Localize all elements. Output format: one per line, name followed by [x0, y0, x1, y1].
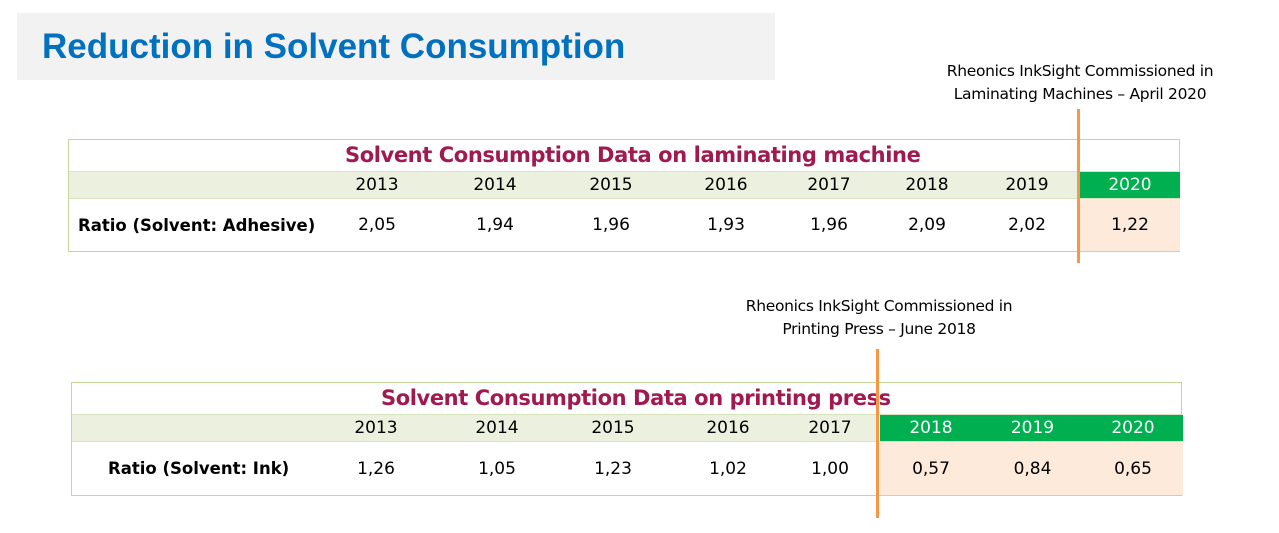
- laminating-note: Rheonics InkSight Commissioned in Lamina…: [930, 60, 1230, 106]
- laminating-year-2017: 2017: [807, 175, 851, 195]
- printing-year-2014: 2014: [475, 418, 519, 438]
- laminating-row-label: Ratio (Solvent: Adhesive): [78, 215, 316, 235]
- laminating-year-2018: 2018: [905, 175, 949, 195]
- printing-value-2016: 1,02: [709, 458, 747, 479]
- printing-value-2013: 1,26: [357, 458, 395, 479]
- laminating-table: Solvent Consumption Data on laminating m…: [68, 139, 1180, 252]
- laminating-year-2015: 2015: [589, 175, 633, 195]
- printing-table: Solvent Consumption Data on printing pre…: [71, 382, 1183, 496]
- laminating-note-line1: Rheonics InkSight Commissioned in: [946, 62, 1214, 80]
- printing-year-2019: 2019: [982, 415, 1083, 441]
- laminating-value-2018: 2,09: [908, 215, 946, 235]
- printing-year-2018: 2018: [880, 415, 982, 441]
- laminating-value-2016: 1,93: [707, 215, 745, 235]
- printing-note-line1: Rheonics InkSight Commissioned in: [745, 297, 1013, 315]
- printing-value-2020: 0,65: [1083, 442, 1183, 495]
- laminating-year-2019: 2019: [1005, 175, 1049, 195]
- printing-data-row: Ratio (Solvent: Ink) 1,26 1,05 1,23 1,02 1,0…: [72, 442, 1183, 495]
- printing-value-2017: 1,00: [811, 458, 849, 479]
- laminating-value-2013: 2,05: [358, 215, 396, 235]
- printing-value-2014: 1,05: [478, 458, 516, 479]
- printing-year-2017: 2017: [808, 418, 852, 438]
- laminating-year-2014: 2014: [473, 175, 517, 195]
- printing-value-2019: 0,84: [982, 442, 1083, 495]
- title-banner: Reduction in Solvent Consumption: [17, 13, 775, 80]
- printing-value-2018: 0,57: [880, 442, 982, 495]
- printing-value-2015: 1,23: [594, 458, 632, 479]
- laminating-commission-marker: [1077, 109, 1080, 263]
- laminating-value-2015: 1,96: [592, 215, 630, 235]
- printing-header-row: 2013 2014 2015 2016 2017 2018 2019 2020: [72, 414, 1183, 442]
- laminating-note-line2: Laminating Machines – April 2020: [953, 85, 1207, 103]
- printing-year-2013: 2013: [354, 418, 398, 438]
- laminating-year-2016: 2016: [704, 175, 748, 195]
- printing-year-2016: 2016: [706, 418, 750, 438]
- printing-row-label: Ratio (Solvent: Ink): [108, 459, 290, 478]
- printing-note-line2: Printing Press – June 2018: [782, 320, 976, 338]
- printing-note: Rheonics InkSight Commissioned in Printi…: [729, 295, 1029, 341]
- printing-commission-marker: [876, 349, 879, 518]
- laminating-value-2019: 2,02: [1008, 215, 1046, 235]
- laminating-value-2020: 1,22: [1080, 199, 1180, 251]
- page-title: Reduction in Solvent Consumption: [42, 27, 626, 66]
- printing-year-2015: 2015: [591, 418, 635, 438]
- laminating-year-2013: 2013: [355, 175, 399, 195]
- laminating-data-row: Ratio (Solvent: Adhesive) 2,05 1,94 1,96 1,…: [69, 199, 1180, 251]
- laminating-header-row: 2013 2014 2015 2016 2017 2018 2019 2020: [69, 171, 1180, 199]
- laminating-table-title: Solvent Consumption Data on laminating m…: [345, 143, 921, 167]
- printing-table-title: Solvent Consumption Data on printing pre…: [381, 386, 891, 410]
- laminating-value-2017: 1,96: [810, 215, 848, 235]
- laminating-year-2020: 2020: [1080, 172, 1180, 198]
- laminating-value-2014: 1,94: [476, 215, 514, 235]
- laminating-table-title-row: Solvent Consumption Data on laminating m…: [69, 140, 1179, 171]
- printing-year-2020: 2020: [1083, 415, 1183, 441]
- printing-table-title-row: Solvent Consumption Data on printing pre…: [72, 383, 1181, 414]
